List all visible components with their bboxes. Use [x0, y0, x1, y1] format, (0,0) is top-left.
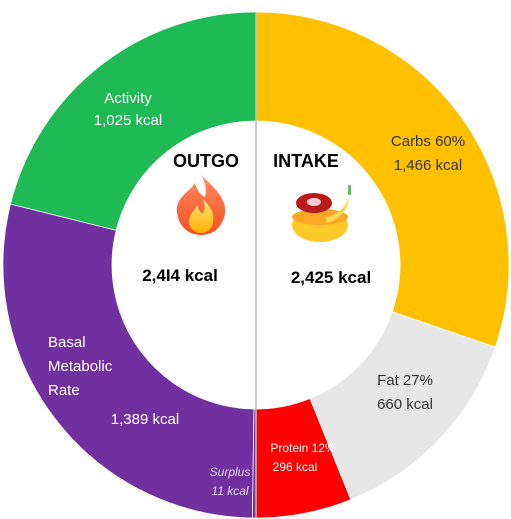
activity-name-label: Activity	[104, 90, 152, 107]
protein-name-label: Protein 12%	[270, 441, 336, 455]
food-bowl-icon	[292, 185, 351, 242]
surplus-name-label: Surplus	[210, 465, 251, 479]
activity-value-label: 1,025 kcal	[94, 112, 162, 129]
outgo-title: OUTGO	[173, 151, 239, 171]
protein-value-label: 296 kcal	[273, 460, 318, 474]
fat-value-label: 660 kcal	[377, 396, 433, 413]
bmr-value-label: 1,389 kcal	[111, 411, 179, 428]
outgo-total-label: 2,4I4 kcal	[142, 266, 218, 285]
surplus-value-label: 11 kcal	[211, 484, 248, 498]
bmr-name-label-line2: Metabolic	[48, 358, 113, 375]
bmr-name-label-line1: Basal	[48, 334, 86, 351]
fat-name-label: Fat 27%	[377, 372, 433, 389]
carbs-name-label: Carbs 60%	[391, 133, 465, 150]
carbs-value-label: 1,466 kcal	[394, 157, 462, 174]
bmr-name-label-line3: Rate	[48, 382, 80, 399]
intake-title: INTAKE	[273, 151, 339, 171]
donut-segments	[2, 11, 510, 519]
flame-icon	[176, 175, 226, 235]
intake-total-label: 2,425 kcal	[291, 268, 371, 287]
